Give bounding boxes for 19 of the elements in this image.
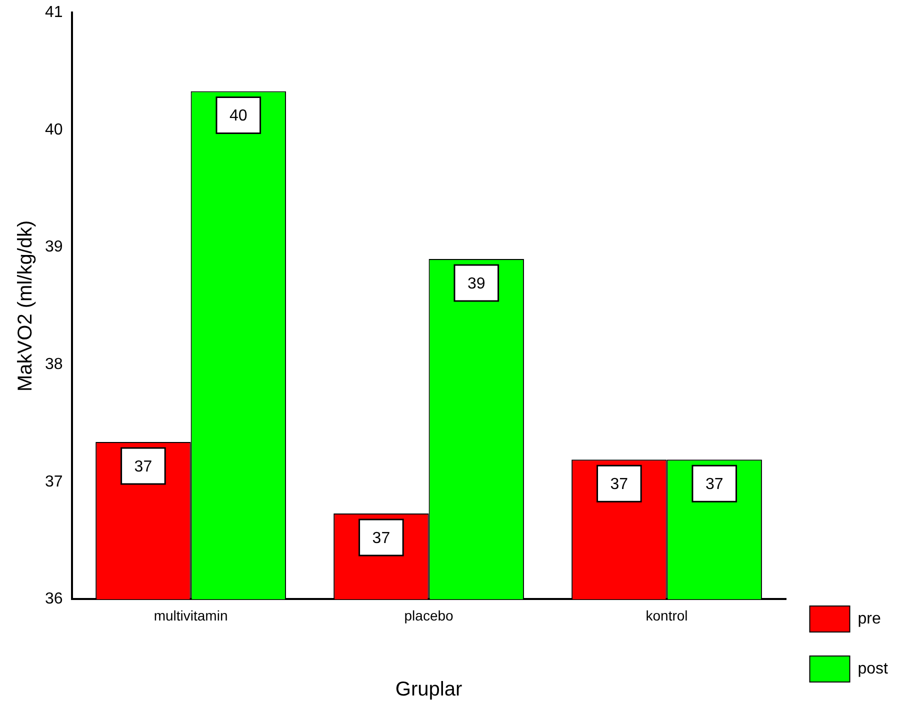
data-label: 37 — [610, 476, 628, 493]
data-label: 40 — [229, 108, 248, 125]
x-axis-title: Gruplar — [395, 678, 462, 701]
y-tick-label: 37 — [45, 473, 63, 490]
data-label: 37 — [134, 458, 152, 476]
x-tick-label: placebo — [404, 607, 454, 624]
x-tick-label: kontrol — [646, 607, 688, 624]
legend-label: post — [858, 660, 889, 678]
data-label: 37 — [372, 530, 390, 547]
data-label: 37 — [705, 476, 724, 493]
x-tick-label: multivitamin — [154, 607, 228, 624]
y-tick-label: 41 — [45, 4, 63, 22]
data-label: 39 — [467, 275, 486, 292]
legend-label: pre — [858, 610, 881, 628]
y-tick-label: 38 — [45, 356, 63, 373]
y-tick-label: 39 — [45, 238, 63, 256]
y-tick-label: 40 — [45, 121, 63, 138]
y-tick-label: 36 — [45, 590, 63, 608]
y-axis-title: MakVO2 (ml/kg/dk) — [14, 220, 37, 392]
